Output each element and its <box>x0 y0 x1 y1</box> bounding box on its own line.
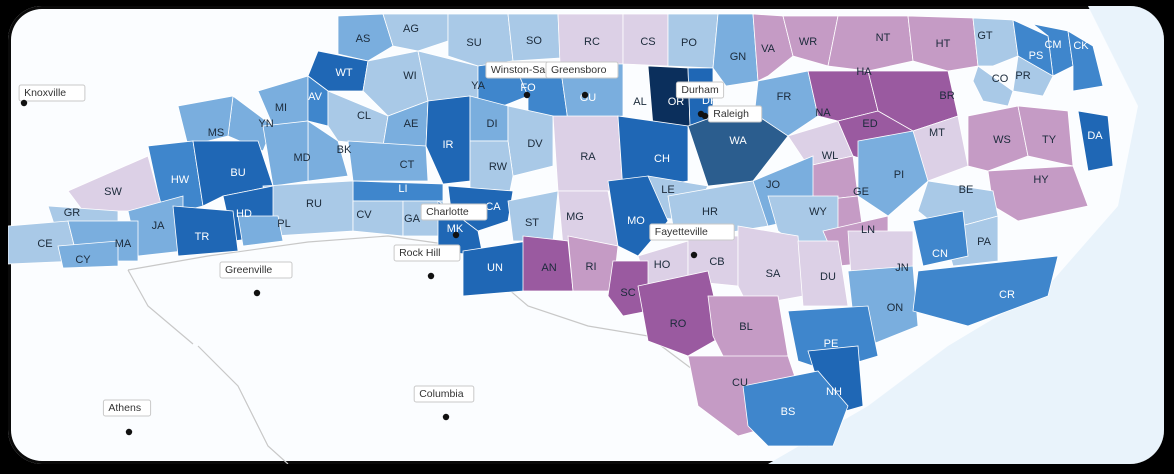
county-rc[interactable] <box>557 13 624 65</box>
county-nt[interactable] <box>827 15 914 72</box>
city-marker <box>452 231 460 239</box>
city-label-box <box>219 261 293 279</box>
city-label: Durham <box>681 84 719 96</box>
city-marker <box>581 91 589 99</box>
city-label-box <box>102 399 152 417</box>
city-label: Athens <box>108 402 141 414</box>
county-po[interactable] <box>667 13 719 69</box>
county-su[interactable] <box>447 13 514 67</box>
city-columbia: Columbia <box>413 385 475 421</box>
county-mi[interactable] <box>257 75 309 127</box>
city-winston-sal: Winston-Sal <box>485 61 565 99</box>
city-rock-hill: Rock Hill <box>393 244 461 280</box>
county-un[interactable] <box>462 240 529 297</box>
county-dv[interactable] <box>507 105 554 177</box>
county-cv[interactable] <box>352 200 404 237</box>
county-ch[interactable] <box>617 115 689 192</box>
city-label: Fayetteville <box>655 226 708 238</box>
county-cs[interactable] <box>622 13 669 67</box>
county-sw[interactable] <box>67 155 164 212</box>
city-charlotte: Charlotte <box>420 203 488 239</box>
city-marker <box>253 289 261 297</box>
city-marker <box>427 272 435 280</box>
county-label-al: AL <box>633 96 646 108</box>
county-pi[interactable] <box>857 130 929 217</box>
city-label-box <box>675 81 725 99</box>
city-layer: Knoxville Greenville Athens Columbia Rock Hi… <box>18 61 763 436</box>
county-ra[interactable] <box>552 115 624 192</box>
city-marker <box>701 112 709 120</box>
city-label-box <box>649 223 735 241</box>
county-ht[interactable] <box>907 15 979 72</box>
city-label: Rock Hill <box>399 247 440 259</box>
county-ck[interactable] <box>1067 30 1104 92</box>
county-sa[interactable] <box>737 225 804 307</box>
city-label-box <box>393 244 461 262</box>
county-cn[interactable] <box>912 210 969 267</box>
county-gn[interactable] <box>712 13 759 87</box>
city-label: Greensboro <box>551 64 607 76</box>
state-border-ga-sc <box>197 345 289 464</box>
county-li[interactable] <box>352 180 444 202</box>
city-greenville: Greenville <box>219 261 293 297</box>
city-label-box <box>707 105 763 123</box>
county-cy[interactable] <box>57 240 119 269</box>
county-pl[interactable] <box>237 215 284 247</box>
county-as[interactable] <box>337 13 394 62</box>
city-marker <box>125 428 133 436</box>
county-da[interactable] <box>1077 110 1114 172</box>
city-label-box <box>545 61 619 79</box>
city-label: Knoxville <box>24 87 66 99</box>
map-card[interactable]: AS AG SU SO RC CS PO GN VA WR NT HT GT CM CK PS PR CO WT WI… <box>8 6 1164 464</box>
city-marker <box>442 413 450 421</box>
county-pr[interactable] <box>1012 55 1054 97</box>
county-co[interactable] <box>972 65 1014 107</box>
city-label: Winston-Sal <box>491 64 548 76</box>
city-label-box <box>18 84 86 102</box>
county-ct[interactable] <box>347 140 429 182</box>
city-greensboro: Greensboro <box>545 61 619 99</box>
ocean <box>768 6 1164 464</box>
city-marker <box>20 99 28 107</box>
county-gt[interactable] <box>972 17 1019 67</box>
county-du[interactable] <box>797 240 849 307</box>
state-border-south <box>127 269 194 345</box>
county-ag[interactable] <box>382 13 449 52</box>
city-label: Columbia <box>419 388 464 400</box>
county-md[interactable] <box>262 120 309 187</box>
city-raleigh: Raleigh <box>701 105 763 123</box>
city-marker <box>523 91 531 99</box>
city-label-box <box>420 203 488 221</box>
county-va[interactable] <box>752 13 794 82</box>
county-cm[interactable] <box>1032 23 1074 77</box>
county-hy[interactable] <box>987 165 1089 222</box>
city-label: Raleigh <box>713 108 749 120</box>
city-label: Greenville <box>225 264 272 276</box>
county-mg[interactable] <box>557 190 619 247</box>
city-knoxville: Knoxville <box>18 84 86 107</box>
city-fayetteville: Fayetteville <box>649 223 735 259</box>
county-an[interactable] <box>522 235 574 292</box>
county-ro[interactable] <box>637 270 724 357</box>
county-bs[interactable] <box>742 370 849 447</box>
county-ir[interactable] <box>425 95 471 185</box>
county-ms[interactable] <box>177 95 234 147</box>
county-ws[interactable] <box>967 105 1029 172</box>
county-tr[interactable] <box>172 205 239 257</box>
county-wt[interactable] <box>307 50 369 92</box>
city-label-box <box>413 385 475 403</box>
county-so[interactable] <box>507 13 561 62</box>
county-st[interactable] <box>507 190 559 242</box>
city-marker <box>690 251 698 259</box>
city-athens: Athens <box>102 399 152 436</box>
city-label: Charlotte <box>426 206 469 218</box>
county-cr[interactable] <box>912 255 1059 327</box>
county-sc[interactable] <box>607 260 649 317</box>
county-bl[interactable] <box>707 295 789 367</box>
